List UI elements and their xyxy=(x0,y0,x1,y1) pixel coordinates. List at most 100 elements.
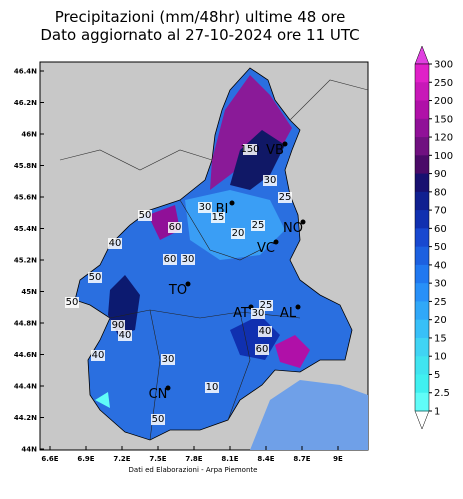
colorbar xyxy=(414,45,430,430)
contour-label: 25 xyxy=(252,220,265,231)
colorbar-segment xyxy=(415,374,429,394)
colorbar-label: 70 xyxy=(434,206,447,217)
colorbar-top xyxy=(414,45,430,65)
lat-tick-label: 44.6N xyxy=(14,351,37,359)
contour-label-bg xyxy=(258,326,272,337)
city-dot xyxy=(229,200,235,206)
lon-tick-label: 7.8E xyxy=(185,455,202,463)
contour-label: 40 xyxy=(92,350,105,361)
colorbar-label: 90 xyxy=(434,169,447,180)
colorbar-label: 100 xyxy=(434,151,453,162)
contour-label: 30 xyxy=(182,254,195,265)
contour-label: 50 xyxy=(139,210,152,221)
lon-tick-label: 8.7E xyxy=(293,455,310,463)
lat-tick-label: 45.4N xyxy=(14,225,37,233)
contour-label: 20 xyxy=(232,228,245,239)
lat-tick-label: 45N xyxy=(21,288,37,296)
contour-label-bg xyxy=(168,222,182,233)
colorbar-label: 80 xyxy=(434,187,447,198)
colorbar-segment xyxy=(415,337,429,357)
lat-tick-label: 44.4N xyxy=(14,383,37,391)
city-label: VB xyxy=(266,143,284,158)
colorbar-label: 10 xyxy=(434,352,447,363)
contour-label-bg xyxy=(251,308,265,319)
contour-label: 10 xyxy=(206,382,219,393)
colorbar-label: 50 xyxy=(434,242,447,253)
colorbar-label: 250 xyxy=(434,78,453,89)
colorbar-segment xyxy=(415,264,429,284)
colorbar-label: 40 xyxy=(434,260,447,271)
colorbar-segment xyxy=(415,246,429,266)
lat-tick-label: 45.6N xyxy=(14,194,37,202)
contour-label-bg xyxy=(65,297,79,308)
contour-label: 30 xyxy=(264,175,277,186)
contour-label: 50 xyxy=(152,414,165,425)
contour-label: 30 xyxy=(162,354,175,365)
contour-label-bg xyxy=(181,254,195,265)
city-dot xyxy=(273,239,279,245)
colorbar-segment xyxy=(415,191,429,211)
colorbar-segment xyxy=(415,392,429,412)
colorbar-segment xyxy=(415,283,429,302)
contour-label: 50 xyxy=(66,297,79,308)
contour-label-bg xyxy=(88,272,102,283)
lat-tick-label: 44.2N xyxy=(14,414,37,422)
contour-label-bg xyxy=(278,192,292,203)
colorbar-segment xyxy=(415,137,429,156)
footer: Dati ed Elaborazioni - Arpa Piemonte xyxy=(129,466,258,474)
contour-label: 15 xyxy=(212,212,225,223)
lat-tick-label: 46.2N xyxy=(14,99,37,107)
contour-label: 30 xyxy=(252,308,265,319)
lat-tick-label: 46.4N xyxy=(14,68,37,76)
title-line: Precipitazioni (mm/48hr) ultime 48 ore xyxy=(55,8,346,26)
city-dot xyxy=(300,219,306,225)
precip-area xyxy=(275,335,310,368)
colorbar-label: 5 xyxy=(434,370,440,381)
title-line: Dato aggiornato al 27-10-2024 ore 11 UTC xyxy=(40,26,359,44)
contour-label-bg xyxy=(108,238,122,249)
lon-tick-label: 8.4E xyxy=(257,455,274,463)
contour-label-bg xyxy=(111,320,125,331)
contour-label-bg xyxy=(91,350,105,361)
contour-label: 40 xyxy=(259,326,272,337)
contour-label-bg xyxy=(161,354,175,365)
city-label: CN xyxy=(149,387,168,402)
city-label: VC xyxy=(257,241,275,256)
city-dot xyxy=(295,304,301,310)
city-dot xyxy=(185,281,191,287)
contour-label-bg xyxy=(251,220,265,231)
lon-tick-label: 7.5E xyxy=(149,455,166,463)
contour-label: 60 xyxy=(164,254,177,265)
contour-label-bg xyxy=(259,300,273,311)
contour-label-bg xyxy=(163,254,177,265)
contour-label-bg xyxy=(243,144,257,155)
colorbar-label: 15 xyxy=(434,333,447,344)
contour-label-bg xyxy=(205,382,219,393)
colorbar-segment xyxy=(415,228,429,248)
lat-tick-label: 44.8N xyxy=(14,320,37,328)
contour-label-bg xyxy=(211,212,225,223)
city-label: AL xyxy=(280,306,297,321)
contour-label-bg xyxy=(255,344,269,355)
contour-label: 60 xyxy=(169,222,182,233)
colorbar-segment xyxy=(415,155,429,175)
colorbar-label: 1 xyxy=(434,407,440,418)
colorbar-label: 200 xyxy=(434,96,453,107)
sea xyxy=(250,380,368,450)
colorbar-frame xyxy=(414,63,430,412)
lat-tick-label: 45.8N xyxy=(14,162,37,170)
border xyxy=(109,199,301,441)
colorbar-bottom xyxy=(414,410,430,430)
contour-label: 150 xyxy=(240,144,259,155)
city-dot xyxy=(165,385,171,391)
city-dot xyxy=(282,141,288,147)
colorbar-label: 60 xyxy=(434,224,447,235)
colorbar-label: 2.5 xyxy=(434,388,450,399)
colorbar-label: 30 xyxy=(434,279,447,290)
city-label: AT xyxy=(233,306,249,321)
precip-area xyxy=(230,130,285,190)
colorbar-segment xyxy=(415,301,429,321)
colorbar-label: 20 xyxy=(434,315,447,326)
contour-label: 60 xyxy=(256,344,269,355)
